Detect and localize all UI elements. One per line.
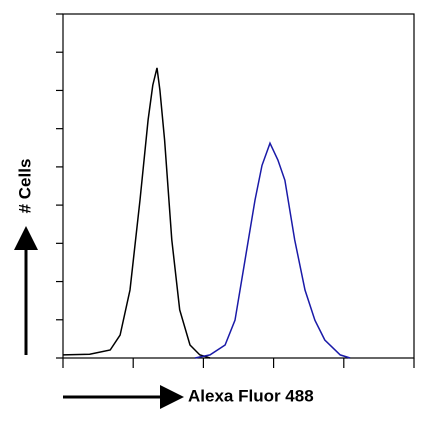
y-axis-label: # Cells: [15, 159, 34, 214]
x-axis-label: Alexa Fluor 488: [188, 386, 314, 405]
plot-frame: [62, 13, 415, 359]
histogram-line: [62, 67, 211, 359]
histogram-line: [194, 141, 351, 359]
